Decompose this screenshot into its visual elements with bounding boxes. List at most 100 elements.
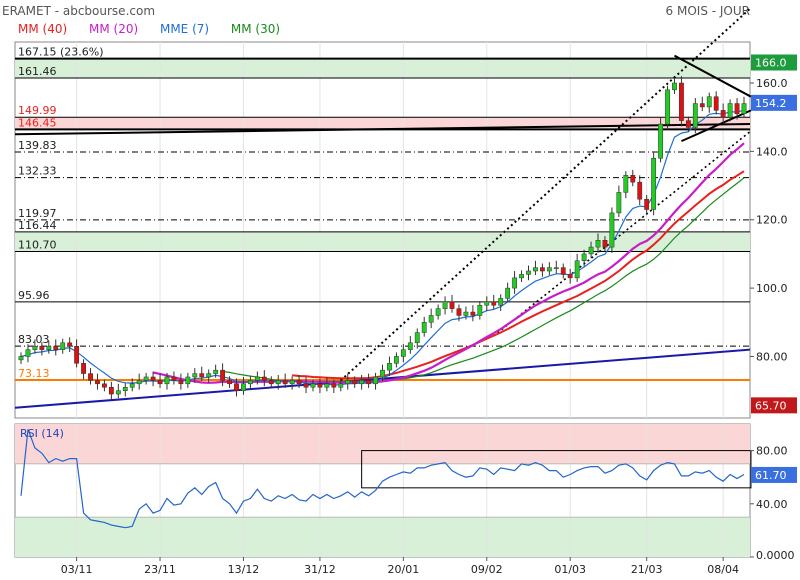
candle-body-76 [546, 267, 552, 272]
candle-body-20 [157, 380, 163, 385]
candle-body-54 [393, 356, 399, 364]
price-ytick-label-1: 140.0 [756, 145, 788, 158]
level-label-0: 167.15 (23.6%) [18, 46, 104, 59]
price-zone-1 [15, 117, 750, 130]
rsi-title: RSI (14) [20, 427, 64, 440]
price-zone-2 [15, 231, 750, 252]
candle-body-55 [400, 349, 406, 357]
legend-ma40: MM (40) [18, 22, 68, 36]
candle-body-57 [414, 332, 420, 344]
price-ytick-label-3: 100.0 [756, 282, 788, 295]
candle-body-91 [651, 157, 657, 210]
candle-body-99 [706, 96, 712, 108]
rsi-line [20, 429, 745, 529]
candle-body-18 [143, 376, 149, 381]
candle-body-32 [241, 383, 246, 391]
candle-body-28 [213, 369, 219, 374]
level-label-7: 116.44 [18, 219, 57, 232]
rsi-ytick-label-0: 80.00 [756, 445, 788, 458]
candle-body-51 [373, 376, 378, 385]
candle-body-92 [658, 123, 663, 159]
candle-body-81 [581, 253, 587, 262]
candle-body-48 [352, 380, 358, 385]
candle-body-93 [665, 89, 670, 125]
candle-body-16 [129, 383, 135, 388]
candle-body-25 [192, 373, 198, 378]
price-plot-area [14, 41, 751, 419]
candle-body-35 [261, 376, 267, 381]
candle-body-60 [435, 308, 441, 316]
candle-body-45 [331, 383, 337, 388]
candle-body-103 [734, 103, 740, 115]
candle-body-56 [407, 342, 413, 350]
candle-body-19 [150, 376, 156, 381]
candle-body-21 [164, 376, 170, 385]
trend-channel-upper [340, 7, 752, 382]
candle-body-10 [88, 373, 93, 381]
level-label-1: 161.46 [18, 65, 57, 78]
price-badge-2 [751, 397, 797, 414]
candle-body-96 [685, 120, 691, 128]
candle-body-37 [275, 380, 281, 385]
candle-body-80 [574, 260, 580, 279]
candle-body-83 [595, 240, 601, 248]
triangle-lower-line [681, 109, 752, 143]
candle-body-74 [533, 267, 538, 272]
xtick-label-4: 20/01 [388, 563, 420, 576]
candle-body-24 [185, 376, 191, 385]
rsi-ytick-label-1: 40.00 [756, 498, 788, 511]
candle-body-13 [108, 386, 114, 395]
candle-body-23 [178, 380, 184, 385]
candle-body-101 [720, 110, 726, 118]
candle-body-78 [560, 267, 566, 275]
candle-body-44 [324, 383, 330, 388]
level-label-3: 146.45 [18, 116, 57, 129]
candle-body-31 [234, 383, 239, 391]
chart-period: 6 MOIS - JOUR [665, 4, 750, 18]
candle-body-38 [282, 380, 288, 385]
candle-body-39 [289, 380, 295, 385]
candle-body-43 [317, 383, 323, 388]
rsi-ytick-label-2: 0.0000 [756, 549, 795, 562]
candle-body-65 [470, 311, 476, 316]
chart-header: ERAMET - abcbourse.com 6 MOIS - JOUR MM … [0, 0, 800, 40]
level-label-9: 95.96 [18, 289, 50, 302]
candle-body-9 [81, 363, 86, 374]
candle-body-66 [477, 304, 483, 316]
triangle-upper-line [674, 54, 752, 98]
candle-body-77 [553, 267, 559, 270]
candle-body-11 [95, 380, 100, 385]
candle-body-75 [539, 267, 545, 272]
xtick-label-1: 23/11 [144, 563, 176, 576]
ma40-line [292, 170, 745, 380]
candle-body-52 [380, 369, 385, 378]
candle-body-34 [254, 376, 260, 381]
candle-body-98 [699, 103, 705, 108]
price-zone-0 [15, 58, 750, 79]
candle-body-50 [366, 380, 372, 385]
rsi-box [361, 450, 752, 489]
candle-body-71 [512, 277, 517, 289]
price-badge-1 [751, 94, 797, 111]
candle-body-47 [345, 380, 351, 385]
xtick-label-2: 13/12 [228, 563, 260, 576]
level-label-11: 73.13 [18, 367, 50, 380]
xtick-label-3: 31/12 [304, 563, 336, 576]
xtick-label-0: 03/11 [61, 563, 93, 576]
price-badge-label-0: 166.0 [755, 57, 787, 70]
candle-body-84 [602, 240, 608, 248]
level-label-8: 110.70 [18, 239, 57, 252]
candle-body-94 [672, 82, 677, 91]
candle-body-3 [39, 345, 45, 350]
candle-body-72 [519, 274, 524, 279]
candle-body-22 [171, 376, 177, 381]
candle-body-12 [102, 383, 107, 388]
candle-body-102 [727, 103, 733, 118]
candle-body-30 [227, 380, 232, 385]
candle-body-90 [644, 198, 650, 210]
rsi-value-label: 61.70 [755, 469, 787, 482]
price-badge-0 [751, 54, 797, 71]
price-badge-label-2: 65.70 [755, 399, 787, 412]
candle-body-6 [60, 342, 66, 350]
